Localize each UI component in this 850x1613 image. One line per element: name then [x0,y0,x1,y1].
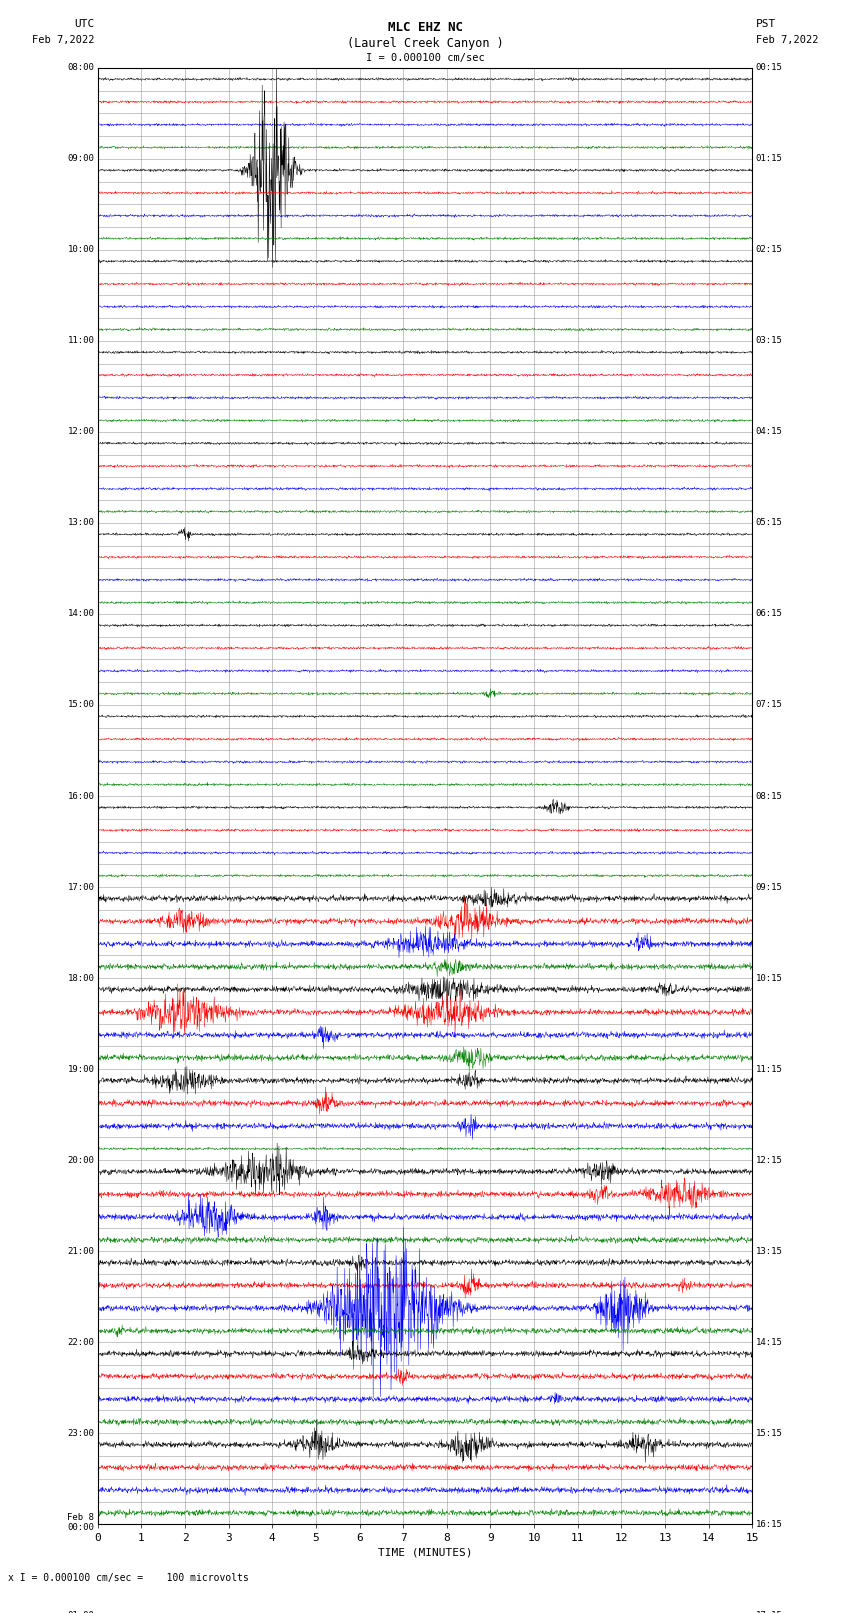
X-axis label: TIME (MINUTES): TIME (MINUTES) [377,1547,473,1558]
Text: 19:00: 19:00 [67,1065,94,1074]
Text: 11:15: 11:15 [756,1065,783,1074]
Text: 20:00: 20:00 [67,1155,94,1165]
Text: 16:00: 16:00 [67,792,94,800]
Text: 13:15: 13:15 [756,1247,783,1255]
Text: 00:00: 00:00 [67,1523,94,1532]
Text: 08:15: 08:15 [756,792,783,800]
Text: 12:00: 12:00 [67,427,94,437]
Text: 06:15: 06:15 [756,610,783,618]
Text: 09:00: 09:00 [67,155,94,163]
Text: 11:00: 11:00 [67,337,94,345]
Text: Feb 7,2022: Feb 7,2022 [756,35,819,45]
Text: 05:15: 05:15 [756,518,783,527]
Text: 15:00: 15:00 [67,700,94,710]
Text: 07:15: 07:15 [756,700,783,710]
Text: 01:00: 01:00 [67,1611,94,1613]
Text: 13:00: 13:00 [67,518,94,527]
Text: 21:00: 21:00 [67,1247,94,1255]
Text: 01:15: 01:15 [756,155,783,163]
Text: MLC EHZ NC: MLC EHZ NC [388,21,462,34]
Text: 14:00: 14:00 [67,610,94,618]
Text: x I = 0.000100 cm/sec =    100 microvolts: x I = 0.000100 cm/sec = 100 microvolts [8,1573,249,1582]
Text: 17:15: 17:15 [756,1611,783,1613]
Text: 08:00: 08:00 [67,63,94,73]
Text: 00:15: 00:15 [756,63,783,73]
Text: 14:15: 14:15 [756,1337,783,1347]
Text: UTC: UTC [74,19,94,29]
Text: 10:15: 10:15 [756,974,783,982]
Text: 18:00: 18:00 [67,974,94,982]
Text: 04:15: 04:15 [756,427,783,437]
Text: 03:15: 03:15 [756,337,783,345]
Text: I = 0.000100 cm/sec: I = 0.000100 cm/sec [366,53,484,63]
Text: 02:15: 02:15 [756,245,783,255]
Text: (Laurel Creek Canyon ): (Laurel Creek Canyon ) [347,37,503,50]
Text: 17:00: 17:00 [67,882,94,892]
Text: Feb 8: Feb 8 [67,1513,94,1523]
Text: 15:15: 15:15 [756,1429,783,1437]
Text: 16:15: 16:15 [756,1519,783,1529]
Text: Feb 7,2022: Feb 7,2022 [31,35,94,45]
Text: 23:00: 23:00 [67,1429,94,1437]
Text: 10:00: 10:00 [67,245,94,255]
Text: PST: PST [756,19,776,29]
Text: 22:00: 22:00 [67,1337,94,1347]
Text: 09:15: 09:15 [756,882,783,892]
Text: 12:15: 12:15 [756,1155,783,1165]
